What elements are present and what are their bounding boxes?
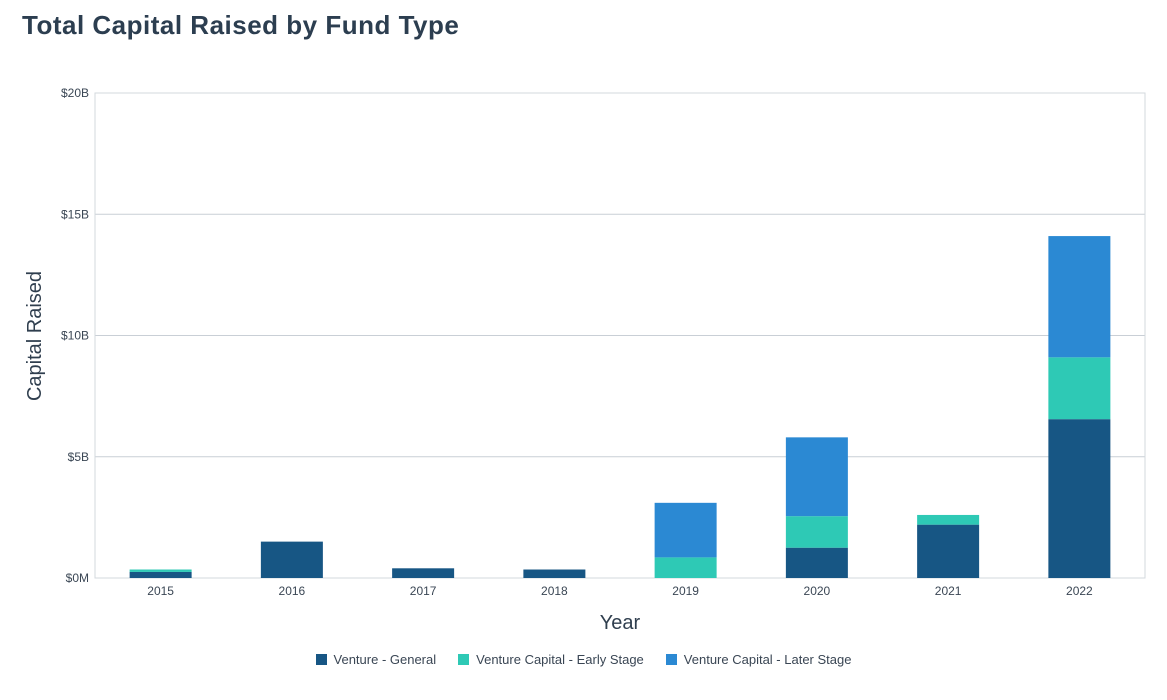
- gridlines: [95, 92, 1145, 579]
- legend-label: Venture - General: [333, 652, 437, 667]
- bar-segment[interactable]: [129, 569, 192, 572]
- x-tick-label: 2015: [147, 584, 174, 598]
- x-tick-label: 2017: [410, 584, 437, 598]
- y-tick-label: $5B: [68, 450, 89, 464]
- y-tick-label: $0M: [66, 571, 89, 585]
- chart-title: Total Capital Raised by Fund Type: [22, 10, 460, 40]
- bar-segment[interactable]: [654, 557, 717, 578]
- bar-segment[interactable]: [1048, 236, 1111, 358]
- x-axis-ticks: 2015 2016 2017 2018 2019 2020 2021 2022: [147, 584, 1093, 598]
- legend-item[interactable]: Venture Capital - Later Stage: [665, 652, 852, 667]
- y-axis-title: Capital Raised: [24, 271, 46, 401]
- legend-swatch: [315, 654, 327, 665]
- bar-segment[interactable]: [523, 569, 586, 578]
- legend-item[interactable]: Venture Capital - Early Stage: [458, 652, 644, 667]
- bar-segment[interactable]: [785, 437, 848, 517]
- legend-label: Venture Capital - Early Stage: [476, 652, 644, 667]
- legend-swatch: [665, 654, 677, 665]
- y-tick-label: $20B: [61, 86, 89, 100]
- legend-swatch: [458, 654, 470, 665]
- stacked-bar-chart: $0M$5B$10B$15B$20B 2015 2016 2017 2018 2019 2…: [24, 86, 1146, 634]
- x-tick-label: 2020: [804, 584, 831, 598]
- bar-segment[interactable]: [785, 516, 848, 548]
- bar-segment[interactable]: [917, 524, 980, 578]
- x-tick-label: 2016: [279, 584, 306, 598]
- bar-segment[interactable]: [129, 571, 192, 578]
- legend: Venture - General Venture Capital - Early…: [0, 652, 1167, 667]
- bars: [129, 236, 1111, 578]
- x-tick-label: 2019: [672, 584, 699, 598]
- y-tick-label: $10B: [61, 329, 89, 343]
- x-tick-label: 2018: [541, 584, 568, 598]
- y-axis-ticks: $0M $5B $10B $15B $20B: [61, 86, 89, 585]
- bar-segment[interactable]: [260, 541, 323, 578]
- bar-segment[interactable]: [654, 502, 717, 558]
- legend-label: Venture Capital - Later Stage: [683, 652, 852, 667]
- x-tick-label: 2022: [1066, 584, 1093, 598]
- x-tick-label: 2021: [935, 584, 962, 598]
- y-tick-label: $15B: [61, 207, 89, 221]
- bar-segment[interactable]: [917, 514, 980, 525]
- plot-area-frame: [94, 92, 1146, 579]
- bar-segment[interactable]: [1048, 357, 1111, 420]
- legend-item[interactable]: Venture - General: [315, 652, 437, 667]
- bar-segment[interactable]: [1048, 419, 1111, 578]
- x-axis-title: Year: [600, 612, 641, 634]
- bar-segment[interactable]: [392, 568, 455, 578]
- bar-segment[interactable]: [785, 547, 848, 578]
